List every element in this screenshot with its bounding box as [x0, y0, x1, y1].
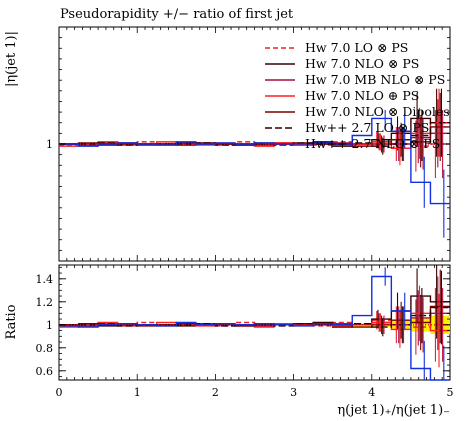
legend-label: Hw++ 2.7 LO ⊗ PS	[305, 120, 429, 135]
legend-label: Hw++ 2.7 NLO ⊗ PS	[305, 136, 440, 151]
upper-ylabel: |η(jet 1)|	[4, 31, 19, 87]
y-tick-label: 1.2	[36, 296, 54, 309]
series-line-unnamed-7	[59, 275, 450, 381]
legend-label: Hw 7.0 NLO ⊕ PS	[305, 88, 419, 103]
lower-ylabel: Ratio	[4, 304, 19, 339]
x-tick-label: 1	[134, 386, 141, 399]
x-tick-label: 5	[447, 386, 454, 399]
x-tick-label: 0	[56, 386, 63, 399]
x-tick-label: 2	[212, 386, 219, 399]
chart-title: Pseudorapidity +/− ratio of first jet	[60, 7, 294, 22]
y-tick-label: 0.8	[36, 342, 54, 355]
y-tick-label: 1	[46, 319, 53, 332]
y-tick-label: 0.6	[36, 365, 54, 378]
y-tick-label: 1	[46, 138, 53, 151]
y-tick-label: 1.4	[36, 273, 54, 286]
x-axis-label: η(jet 1)₊/η(jet 1)₋	[337, 403, 450, 418]
x-tick-label: 4	[368, 386, 375, 399]
legend-label: Hw 7.0 LO ⊗ PS	[305, 40, 408, 55]
x-tick-label: 3	[290, 386, 297, 399]
legend-label: Hw 7.0 NLO ⊗ Dipoles	[305, 104, 450, 119]
legend-label: Hw 7.0 NLO ⊗ PS	[305, 56, 419, 71]
series-line-unnamed-7	[59, 117, 450, 205]
legend-label: Hw 7.0 MB NLO ⊗ PS	[305, 72, 445, 87]
